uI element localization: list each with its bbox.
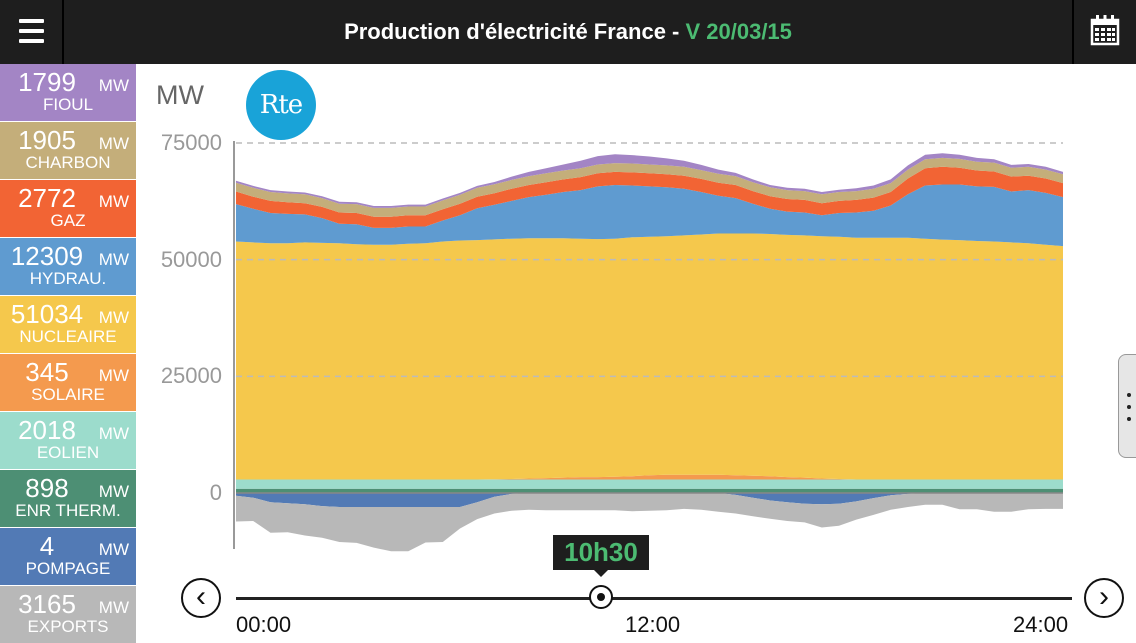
source-tile[interactable]: 3165 MW EXPORTS bbox=[0, 586, 136, 643]
source-tile[interactable]: 12309 MW HYDRAU. bbox=[0, 238, 136, 295]
source-label: NUCLEAIRE bbox=[19, 327, 117, 346]
top-bar: Production d'électricité France - V 20/0… bbox=[0, 0, 1136, 64]
source-tile[interactable]: 898 MW ENR THERM. bbox=[0, 470, 136, 527]
source-value: 345 bbox=[25, 357, 69, 387]
source-unit: MW bbox=[98, 192, 129, 211]
y-tick-label: 0 bbox=[209, 480, 222, 505]
source-tile[interactable]: 51034 MW NUCLEAIRE bbox=[0, 296, 136, 353]
y-axis-unit-label: MW bbox=[156, 80, 204, 110]
source-value: 12309 bbox=[10, 241, 84, 271]
series-area bbox=[236, 488, 1063, 493]
series-area bbox=[236, 184, 1063, 247]
chevron-right-icon[interactable]: › bbox=[1084, 578, 1124, 618]
source-tile[interactable]: 345 MW SOLAIRE bbox=[0, 354, 136, 411]
source-label: POMPAGE bbox=[25, 559, 111, 578]
source-tile[interactable]: 1799 MW FIOUL bbox=[0, 64, 136, 121]
y-tick-label: 25000 bbox=[160, 363, 222, 389]
x-tick-start: 00:00 bbox=[236, 612, 292, 637]
time-slider-track[interactable] bbox=[236, 597, 1072, 600]
source-value: 898 bbox=[25, 473, 69, 503]
series-area bbox=[236, 153, 1063, 208]
source-value: 2018 bbox=[18, 415, 76, 445]
source-value: 4 bbox=[39, 531, 55, 561]
x-tick-mid: 12:00 bbox=[625, 612, 681, 637]
y-tick-label: 75000 bbox=[160, 130, 222, 155]
source-unit: MW bbox=[98, 540, 129, 559]
source-value: 3165 bbox=[18, 589, 76, 619]
source-label: EOLIEN bbox=[36, 443, 100, 462]
title-text: Production d'électricité France - bbox=[344, 19, 686, 44]
source-tile[interactable]: 2018 MW EOLIEN bbox=[0, 412, 136, 469]
chevron-left-icon[interactable]: ‹ bbox=[181, 578, 221, 618]
vertical-ellipsis-icon[interactable] bbox=[1118, 354, 1136, 458]
production-chart[interactable] bbox=[136, 64, 1136, 564]
source-label: CHARBON bbox=[25, 153, 111, 172]
series-area bbox=[236, 479, 1063, 489]
source-label: SOLAIRE bbox=[31, 385, 105, 404]
source-label: GAZ bbox=[50, 211, 86, 230]
source-unit: MW bbox=[98, 482, 129, 501]
source-unit: MW bbox=[98, 76, 129, 95]
source-value: 51034 bbox=[10, 299, 84, 329]
source-unit: MW bbox=[98, 308, 129, 327]
source-tile[interactable]: 4 MW POMPAGE bbox=[0, 528, 136, 585]
source-value: 2772 bbox=[18, 183, 76, 213]
source-unit: MW bbox=[98, 134, 129, 153]
series-area bbox=[236, 474, 1063, 480]
x-tick-end: 24:00 bbox=[1013, 612, 1069, 637]
page-title: Production d'électricité France - V 20/0… bbox=[64, 0, 1072, 64]
source-value: 1905 bbox=[18, 125, 76, 155]
series-area bbox=[236, 493, 1063, 507]
source-unit: MW bbox=[98, 366, 129, 385]
source-tile[interactable]: 1905 MW CHARBON bbox=[0, 122, 136, 179]
source-label: EXPORTS bbox=[27, 617, 109, 636]
source-value: 1799 bbox=[18, 67, 76, 97]
hamburger-menu-icon[interactable] bbox=[0, 0, 64, 64]
source-unit: MW bbox=[98, 424, 129, 443]
source-unit: MW bbox=[98, 598, 129, 617]
time-slider-thumb[interactable] bbox=[589, 585, 613, 609]
source-unit: MW bbox=[98, 250, 129, 269]
series-area bbox=[236, 166, 1063, 228]
y-tick-label: 50000 bbox=[160, 246, 222, 272]
calendar-icon[interactable] bbox=[1072, 0, 1136, 64]
title-date: V 20/03/15 bbox=[685, 19, 792, 44]
source-label: ENR THERM. bbox=[15, 501, 121, 520]
source-tile[interactable]: 2772 MW GAZ bbox=[0, 180, 136, 237]
rte-logo: Rte bbox=[246, 70, 316, 140]
source-label: HYDRAU. bbox=[29, 269, 107, 288]
series-area bbox=[236, 493, 1063, 552]
series-area bbox=[236, 157, 1063, 217]
series-area bbox=[236, 233, 1063, 480]
production-sidebar: 1799 MW FIOUL 1905 MW CHARBON 2772 MW GAZ 12309 MW… bbox=[0, 64, 136, 643]
current-time-badge: 10h30 bbox=[553, 535, 649, 577]
source-label: FIOUL bbox=[42, 95, 94, 114]
